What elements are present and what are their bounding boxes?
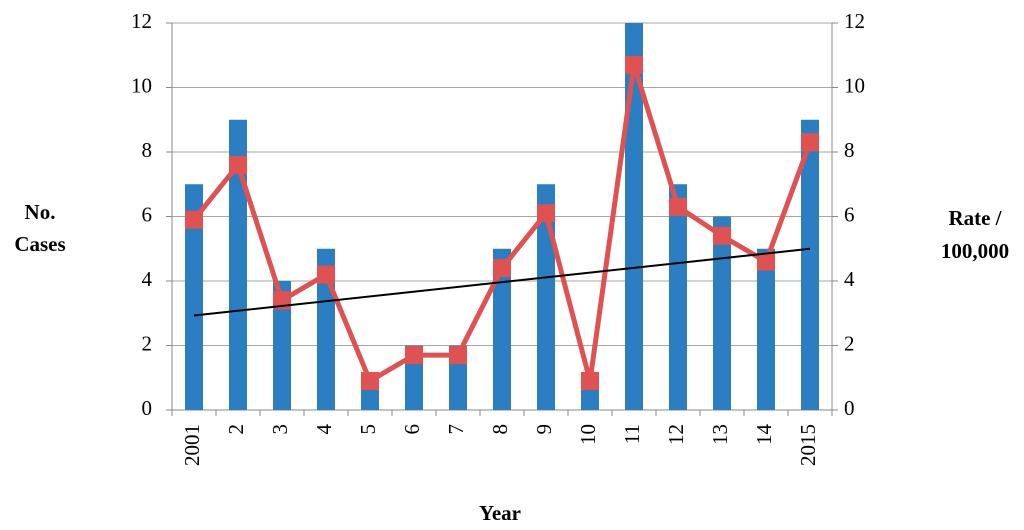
y2-tick-label: 8 (844, 138, 855, 162)
x-tick-label: 3 (268, 424, 292, 435)
y2-tick-label: 4 (844, 267, 855, 291)
y-tick-label: 10 (131, 73, 152, 97)
marker (405, 346, 423, 365)
y-tick-label: 2 (142, 331, 153, 355)
x-tick-label: 12 (664, 424, 688, 445)
y-tick-label: 0 (142, 396, 153, 420)
y2-tick-label: 12 (844, 9, 865, 33)
bar (185, 184, 203, 410)
marker (625, 55, 643, 74)
y-axis-label: No. (25, 200, 56, 224)
y2-tick-label: 0 (844, 396, 855, 420)
x-tick-label: 2001 (180, 424, 204, 466)
marker (669, 197, 687, 216)
y-tick-label: 4 (142, 267, 153, 291)
x-tick-label: 14 (752, 424, 776, 446)
marker (581, 371, 599, 390)
bar (625, 23, 643, 410)
marker (317, 265, 335, 284)
bar (537, 184, 555, 410)
y-tick-label: 6 (142, 202, 153, 226)
marker (229, 155, 247, 174)
bar (801, 119, 819, 410)
y2-tick-label: 2 (844, 331, 855, 355)
bar (669, 184, 687, 410)
y2-axis-label: 100,000 (941, 239, 1009, 263)
x-tick-label: 8 (488, 424, 512, 435)
x-axis-label: Year (479, 501, 521, 525)
x-tick-label: 10 (576, 424, 600, 445)
x-tick-label: 11 (620, 424, 644, 444)
bar (273, 281, 291, 410)
x-tick-label: 4 (312, 424, 336, 435)
x-tick-label: 2 (224, 424, 248, 435)
marker (801, 133, 819, 152)
bar (229, 119, 247, 410)
marker (713, 226, 731, 245)
y2-axis-label: Rate / (948, 206, 1002, 230)
y2-tick-label: 6 (844, 202, 855, 226)
bar (713, 216, 731, 410)
marker (185, 210, 203, 229)
y-axis-label: Cases (14, 232, 65, 256)
bar (493, 248, 511, 410)
trendline (193, 247, 811, 317)
marker (449, 346, 467, 365)
marker (361, 371, 379, 390)
marker (757, 252, 775, 271)
marker (537, 204, 555, 223)
marker (493, 259, 511, 278)
x-tick-label: 13 (708, 424, 732, 445)
y2-tick-label: 10 (844, 73, 865, 97)
x-tick-label: 2015 (796, 424, 820, 466)
bar (757, 248, 775, 410)
y-tick-label: 12 (131, 9, 152, 33)
x-tick-label: 9 (532, 424, 556, 435)
x-tick-label: 5 (356, 424, 380, 435)
y-tick-label: 8 (142, 138, 153, 162)
x-tick-label: 7 (444, 424, 468, 435)
x-tick-label: 6 (400, 424, 424, 435)
